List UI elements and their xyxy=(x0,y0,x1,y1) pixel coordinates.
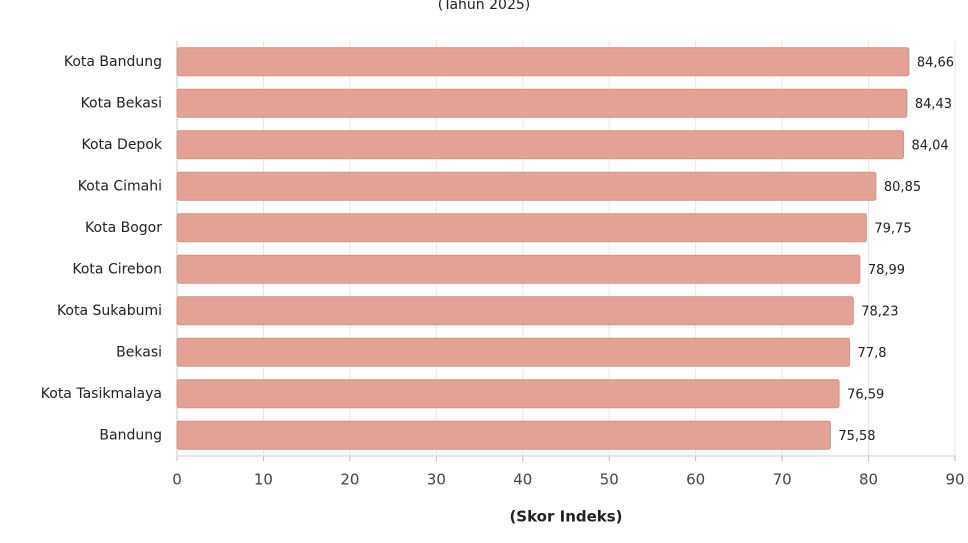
chart-subtitle: (Tahun 2025) xyxy=(438,0,530,13)
data-label: 80,85 xyxy=(884,180,921,195)
x-tick-label: 70 xyxy=(773,471,792,489)
y-tick-label: Kota Tasikmalaya xyxy=(41,386,162,402)
x-tick-label: 20 xyxy=(340,471,359,489)
x-tick-label: 0 xyxy=(172,471,182,489)
bar xyxy=(176,171,877,201)
bar xyxy=(176,296,854,326)
y-tick-label: Bandung xyxy=(99,427,162,443)
bar xyxy=(176,88,908,118)
y-tick-label: Kota Bogor xyxy=(85,220,162,236)
y-tick-label: Kota Sukabumi xyxy=(57,303,162,319)
x-tick-label: 50 xyxy=(600,471,619,489)
data-label: 79,75 xyxy=(874,221,911,236)
y-tick-label: Kota Bandung xyxy=(64,54,162,70)
x-tick-label: 30 xyxy=(427,471,446,489)
x-tick-label: 90 xyxy=(945,471,964,489)
y-tick-label: Kota Cirebon xyxy=(72,261,162,277)
bar xyxy=(176,254,861,284)
x-tick-label: 80 xyxy=(859,471,878,489)
y-tick-label: Kota Cimahi xyxy=(78,178,162,194)
data-label: 77,8 xyxy=(858,346,887,361)
bar xyxy=(176,379,840,409)
data-label: 78,23 xyxy=(861,304,898,319)
data-label: 75,58 xyxy=(838,429,875,444)
bar xyxy=(176,47,910,77)
bar xyxy=(176,337,851,367)
data-label: 84,43 xyxy=(915,97,952,112)
x-tick-label: 40 xyxy=(513,471,532,489)
bar xyxy=(176,213,867,243)
data-label: 78,99 xyxy=(868,263,905,278)
data-label: 84,04 xyxy=(911,138,948,153)
bar xyxy=(176,420,831,450)
data-label: 84,66 xyxy=(917,55,954,70)
x-tick-label: 10 xyxy=(254,471,273,489)
bar xyxy=(176,130,904,160)
y-tick-label: Bekasi xyxy=(116,344,162,360)
x-tick-label: 60 xyxy=(686,471,705,489)
y-tick-label: Kota Depok xyxy=(81,137,162,153)
data-label: 76,59 xyxy=(847,387,884,402)
x-axis-title: (Skor Indeks) xyxy=(509,508,622,526)
y-tick-label: Kota Bekasi xyxy=(81,95,162,111)
